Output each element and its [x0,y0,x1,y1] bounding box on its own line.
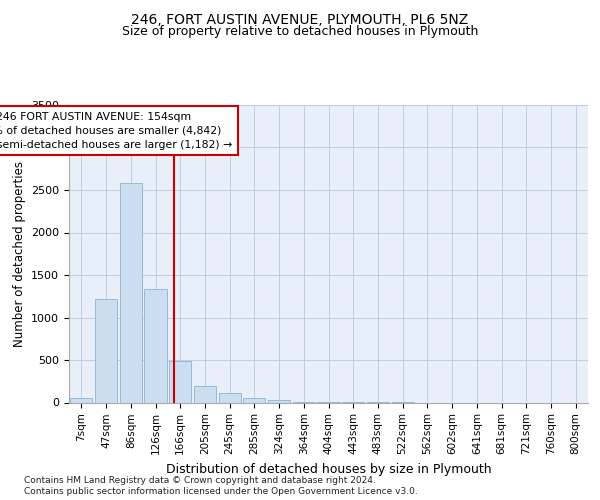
Text: 246 FORT AUSTIN AVENUE: 154sqm
← 80% of detached houses are smaller (4,842)
20% : 246 FORT AUSTIN AVENUE: 154sqm ← 80% of … [0,112,232,150]
Bar [169,361,191,403]
Bar [95,299,117,403]
Bar [70,398,92,402]
X-axis label: Distribution of detached houses by size in Plymouth: Distribution of detached houses by size … [166,462,491,475]
Bar [194,386,216,402]
Text: Contains HM Land Registry data © Crown copyright and database right 2024.: Contains HM Land Registry data © Crown c… [24,476,376,485]
Text: Contains public sector information licensed under the Open Government Licence v3: Contains public sector information licen… [24,487,418,496]
Bar [218,393,241,402]
Text: 246, FORT AUSTIN AVENUE, PLYMOUTH, PL6 5NZ: 246, FORT AUSTIN AVENUE, PLYMOUTH, PL6 5… [131,12,469,26]
Bar [145,288,167,403]
Text: Size of property relative to detached houses in Plymouth: Size of property relative to detached ho… [122,25,478,38]
Bar [268,400,290,402]
Bar [243,398,265,402]
Y-axis label: Number of detached properties: Number of detached properties [13,161,26,347]
Bar [119,183,142,402]
